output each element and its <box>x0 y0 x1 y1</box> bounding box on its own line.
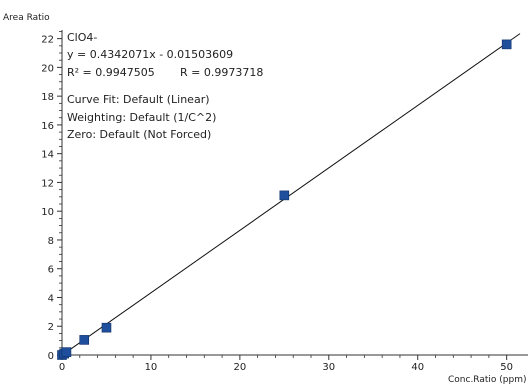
compound-name: ClO4- <box>67 31 98 44</box>
y-tick-label: 18 <box>41 92 54 103</box>
y-tick-label: 0 <box>48 351 54 362</box>
data-point <box>501 39 512 50</box>
x-tick-label: 50 <box>500 362 513 373</box>
x-axis-label: Conc.Ratio (ppm) <box>448 375 527 385</box>
data-point <box>61 347 72 357</box>
r-value: R = 0.9973718 <box>180 66 264 79</box>
x-tick-label: 30 <box>322 362 335 373</box>
y-tick-label: 2 <box>48 322 54 333</box>
y-tick-label: 4 <box>48 293 54 304</box>
y-tick-label: 22 <box>41 35 54 46</box>
x-tick-label: 10 <box>145 362 158 373</box>
x-tick-label: 0 <box>59 362 65 373</box>
y-tick-label: 20 <box>41 63 54 74</box>
data-point <box>79 335 90 345</box>
y-tick-label: 12 <box>41 178 54 189</box>
curve-fit-label: Curve Fit: Default (Linear) <box>67 93 210 106</box>
y-tick-label: 6 <box>48 265 54 276</box>
data-point <box>101 322 112 333</box>
y-tick-label: 14 <box>41 150 54 161</box>
weighting-label: Weighting: Default (1/C^2) <box>67 111 217 124</box>
y-tick-label: 8 <box>48 236 54 247</box>
regression-equation: y = 0.4342071x - 0.01503609 <box>67 48 234 61</box>
y-axis-label: Area Ratio <box>3 13 50 23</box>
r-squared-value: R² = 0.9947505 <box>67 66 155 79</box>
y-tick-label: 10 <box>41 207 54 218</box>
fit-line <box>61 33 521 356</box>
y-tick-label: 16 <box>41 121 54 132</box>
data-point <box>279 190 290 201</box>
zero-label: Zero: Default (Not Forced) <box>67 128 212 141</box>
x-tick-label: 40 <box>411 362 424 373</box>
x-tick-label: 20 <box>233 362 246 373</box>
